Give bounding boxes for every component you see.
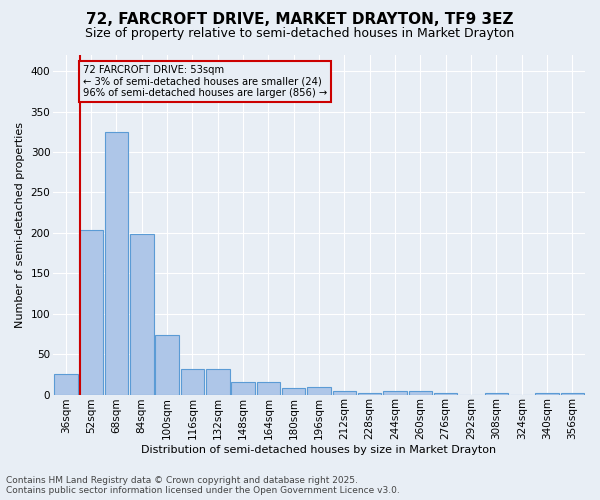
Bar xyxy=(282,388,305,394)
Bar xyxy=(383,392,407,394)
Bar xyxy=(206,368,230,394)
Bar xyxy=(358,393,382,394)
Bar xyxy=(104,132,128,394)
Bar xyxy=(560,393,584,394)
Bar xyxy=(535,393,559,394)
Text: Size of property relative to semi-detached houses in Market Drayton: Size of property relative to semi-detach… xyxy=(85,28,515,40)
Bar xyxy=(257,382,280,394)
Bar xyxy=(409,392,432,394)
Y-axis label: Number of semi-detached properties: Number of semi-detached properties xyxy=(15,122,25,328)
Bar xyxy=(332,392,356,394)
Bar xyxy=(54,374,77,394)
Text: Contains HM Land Registry data © Crown copyright and database right 2025.
Contai: Contains HM Land Registry data © Crown c… xyxy=(6,476,400,495)
Bar xyxy=(434,393,457,394)
Bar xyxy=(307,388,331,394)
Bar xyxy=(130,234,154,394)
Text: 72 FARCROFT DRIVE: 53sqm
← 3% of semi-detached houses are smaller (24)
96% of se: 72 FARCROFT DRIVE: 53sqm ← 3% of semi-de… xyxy=(83,64,327,98)
Bar xyxy=(79,230,103,394)
Bar xyxy=(231,382,255,394)
X-axis label: Distribution of semi-detached houses by size in Market Drayton: Distribution of semi-detached houses by … xyxy=(142,445,497,455)
Bar xyxy=(155,334,179,394)
Text: 72, FARCROFT DRIVE, MARKET DRAYTON, TF9 3EZ: 72, FARCROFT DRIVE, MARKET DRAYTON, TF9 … xyxy=(86,12,514,28)
Bar xyxy=(181,368,204,394)
Bar xyxy=(485,393,508,394)
